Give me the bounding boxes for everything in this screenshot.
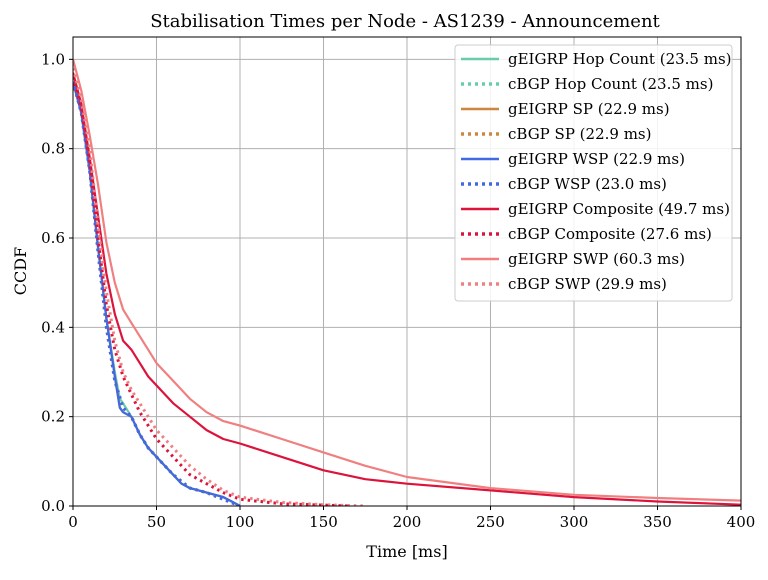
legend-label: cBGP SP (22.9 ms) (508, 125, 651, 143)
x-tick-label: 400 (727, 513, 756, 531)
series-line-6 (73, 72, 741, 506)
legend-box (454, 44, 733, 302)
series-lines (73, 59, 741, 506)
legend-label: cBGP Composite (27.6 ms) (508, 225, 712, 243)
x-tick-label: 100 (226, 513, 255, 531)
chart-title: Stabilisation Times per Node - AS1239 - … (150, 11, 660, 32)
y-tick-label: 0.4 (41, 318, 65, 336)
legend-label: cBGP WSP (23.0 ms) (508, 175, 667, 193)
x-axis-label: Time [ms] (366, 542, 447, 561)
y-axis-label: CCDF (11, 247, 30, 295)
y-tick-label: 0.0 (41, 497, 65, 515)
y-tick-label: 1.0 (41, 50, 65, 68)
x-tick-label: 350 (643, 513, 672, 531)
x-tick-label: 0 (68, 513, 78, 531)
legend-label: cBGP Hop Count (23.5 ms) (508, 75, 713, 93)
legend-label: gEIGRP SWP (60.3 ms) (508, 250, 685, 268)
x-tick-label: 50 (147, 513, 166, 531)
series-group (73, 59, 741, 506)
x-tick-label: 150 (309, 513, 338, 531)
legend-label: cBGP SWP (29.9 ms) (508, 275, 667, 293)
series-line-4 (73, 81, 241, 506)
y-tick-label: 0.2 (41, 408, 65, 426)
legend-label: gEIGRP Hop Count (23.5 ms) (508, 50, 732, 68)
series-line-9 (73, 67, 366, 506)
x-tick-label: 250 (476, 513, 505, 531)
tick-labels: 0 50 100 150 200 250 300 350 400 0.0 0.2 0.4 0.6 0.8 1… (41, 50, 755, 531)
series-line-5 (73, 81, 241, 506)
legend-label: gEIGRP SP (22.9 ms) (508, 100, 670, 118)
y-tick-label: 0.6 (41, 229, 65, 247)
series-line-7 (73, 76, 349, 506)
x-tick-label: 200 (393, 513, 422, 531)
series-line-8 (73, 59, 741, 502)
x-tick-label: 300 (560, 513, 589, 531)
y-tick-label: 0.8 (41, 140, 65, 158)
legend-label: gEIGRP Composite (49.7 ms) (508, 200, 730, 218)
legend: gEIGRP Hop Count (23.5 ms) cBGP Hop Count… (454, 44, 733, 302)
legend-label: gEIGRP WSP (22.9 ms) (508, 150, 685, 168)
